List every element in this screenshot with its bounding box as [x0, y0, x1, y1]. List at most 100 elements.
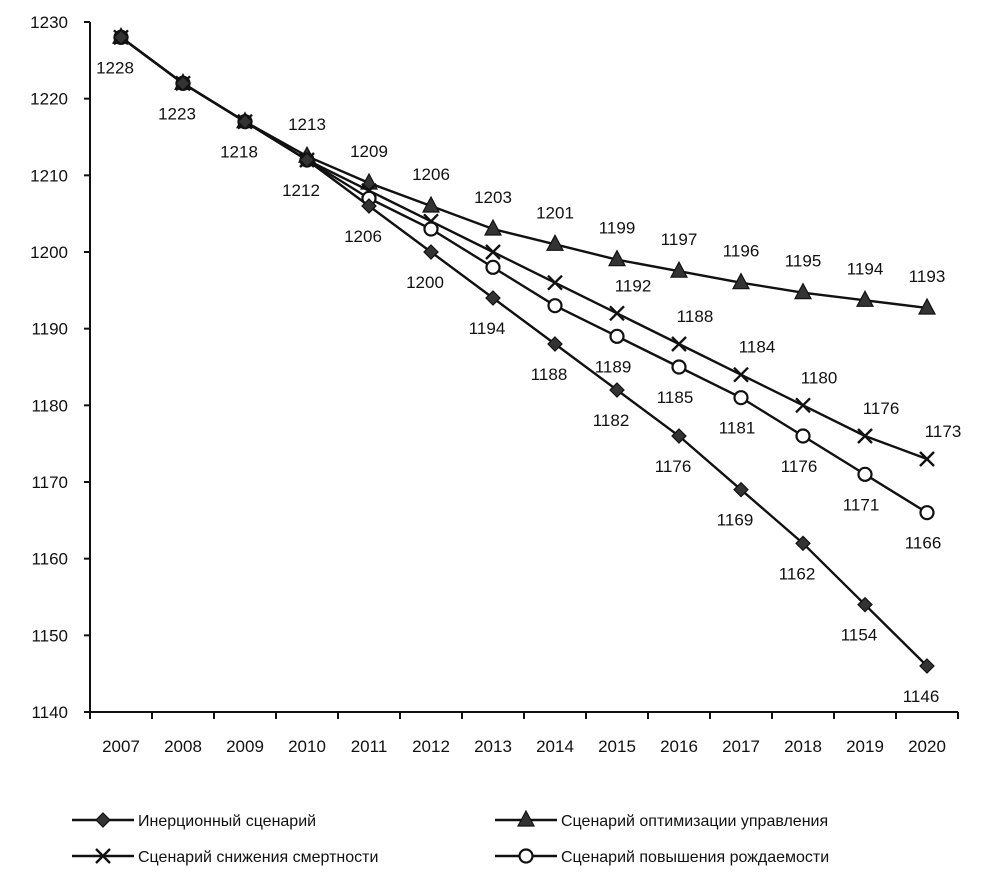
data-label: 1154 — [841, 626, 878, 645]
circle-marker — [423, 221, 439, 237]
diamond-marker — [95, 812, 111, 828]
axes: 1140 1150 1160 1170 1180 1190 1200 1210 1220 1230… — [30, 13, 959, 756]
diamond-marker — [113, 29, 129, 46]
data-label: 1206 — [344, 227, 382, 246]
data-label: 1218 — [220, 143, 258, 162]
x-marker-stroke — [857, 428, 873, 444]
diamond-marker — [733, 481, 749, 498]
x-marker — [95, 848, 111, 864]
x-tick-label: 2007 — [102, 737, 140, 756]
legend-label: Инерционный сценарий — [138, 813, 316, 830]
x-tick-label: 2020 — [908, 737, 946, 756]
y-tick-label: 1220 — [30, 90, 68, 109]
triangle-marker — [517, 809, 535, 827]
circle-marker — [733, 390, 749, 406]
triangle-marker — [607, 249, 627, 267]
legend-item: Сценарий оптимизации управления — [495, 809, 828, 830]
x-tick-label: 2014 — [536, 737, 574, 756]
x-tick-label: 2012 — [412, 737, 450, 756]
data-label: 1146 — [903, 687, 940, 706]
triangle-marker — [856, 290, 874, 307]
y-tick-label: 1230 — [30, 13, 68, 32]
x-tick-label: 2008 — [164, 737, 202, 756]
x-marker — [857, 428, 873, 444]
data-label: 1185 — [657, 388, 694, 407]
legend-item: Сценарий снижения смертности — [72, 848, 378, 866]
series-lines — [111, 27, 936, 674]
y-tick-label: 1170 — [31, 473, 68, 492]
x-tick-label: 2013 — [474, 737, 512, 756]
data-label: 1206 — [412, 165, 450, 184]
diamond-marker — [361, 198, 377, 214]
legend-item: Сценарий повышения рождаемости — [495, 848, 829, 866]
data-label: 1176 — [863, 399, 900, 418]
triangle-marker — [484, 218, 502, 236]
data-label: 1188 — [677, 307, 714, 326]
diamond-marker — [919, 658, 935, 674]
x-tick-label: 2011 — [351, 737, 388, 756]
data-label: 1199 — [599, 219, 636, 238]
x-tick-label: 2010 — [288, 737, 326, 756]
triangle-marker — [794, 282, 812, 300]
data-labels: 1213 1209 1206 1203 1201 1199 1197 1196 1195 1194… — [96, 58, 961, 706]
x-marker — [671, 336, 687, 352]
circle-marker — [518, 848, 534, 864]
data-label: 1195 — [785, 252, 822, 271]
data-label: 1223 — [158, 104, 196, 123]
data-label: 1201 — [536, 203, 574, 222]
legend-label: Сценарий снижения смертности — [138, 849, 378, 866]
x-marker-stroke — [919, 451, 935, 467]
y-tick-label: 1160 — [31, 550, 68, 569]
y-tick-label: 1190 — [31, 320, 68, 339]
data-label: 1196 — [723, 242, 760, 261]
data-label: 1200 — [406, 273, 444, 292]
diamond-marker — [423, 244, 439, 260]
triangle-marker — [546, 234, 564, 251]
data-label: 1209 — [350, 142, 388, 161]
legend-item: Инерционный сценарий — [72, 812, 316, 830]
x-marker-stroke — [671, 336, 687, 352]
triangle-marker — [670, 260, 688, 278]
x-tick-label: 2009 — [226, 737, 264, 756]
diamond-marker — [299, 152, 315, 168]
data-label: 1212 — [282, 181, 320, 200]
data-label: 1203 — [474, 188, 512, 207]
triangle-marker — [732, 272, 750, 290]
circle-marker — [547, 298, 563, 314]
x-tick-label: 2018 — [784, 737, 822, 756]
x-tick-label: 2015 — [598, 737, 636, 756]
y-tick-label: 1210 — [30, 166, 68, 185]
data-label: 1188 — [531, 365, 568, 384]
x-tick-label: 2016 — [660, 737, 698, 756]
x-marker-stroke — [95, 848, 111, 864]
diamond-marker — [547, 336, 563, 352]
x-marker-stroke — [609, 305, 625, 322]
x-marker-stroke — [547, 274, 563, 291]
data-label: 1180 — [801, 368, 838, 387]
diamond-marker — [857, 596, 873, 613]
data-label: 1213 — [288, 115, 326, 134]
x-marker-stroke — [733, 366, 749, 383]
circle-marker — [919, 505, 935, 521]
circle-marker — [609, 328, 625, 344]
x-marker — [485, 244, 501, 260]
x-marker-stroke — [485, 244, 501, 260]
data-label: 1194 — [847, 259, 884, 278]
diamond-marker — [485, 290, 501, 306]
data-label: 1169 — [717, 511, 754, 530]
data-label: 1228 — [96, 58, 134, 77]
legend: Инерционный сценарий Сценарий снижения см… — [72, 809, 829, 866]
x-marker — [547, 274, 563, 291]
series-line — [120, 36, 928, 461]
data-label: 1193 — [909, 267, 946, 286]
triangle-marker — [422, 195, 440, 213]
legend-label: Сценарий оптимизации управления — [561, 813, 828, 830]
data-label: 1184 — [739, 338, 776, 357]
diamond-marker — [175, 75, 191, 92]
circle-marker — [671, 359, 687, 375]
data-label: 1173 — [925, 422, 962, 441]
x-marker — [609, 305, 625, 322]
data-label: 1176 — [781, 457, 818, 476]
circle-marker — [857, 466, 873, 482]
